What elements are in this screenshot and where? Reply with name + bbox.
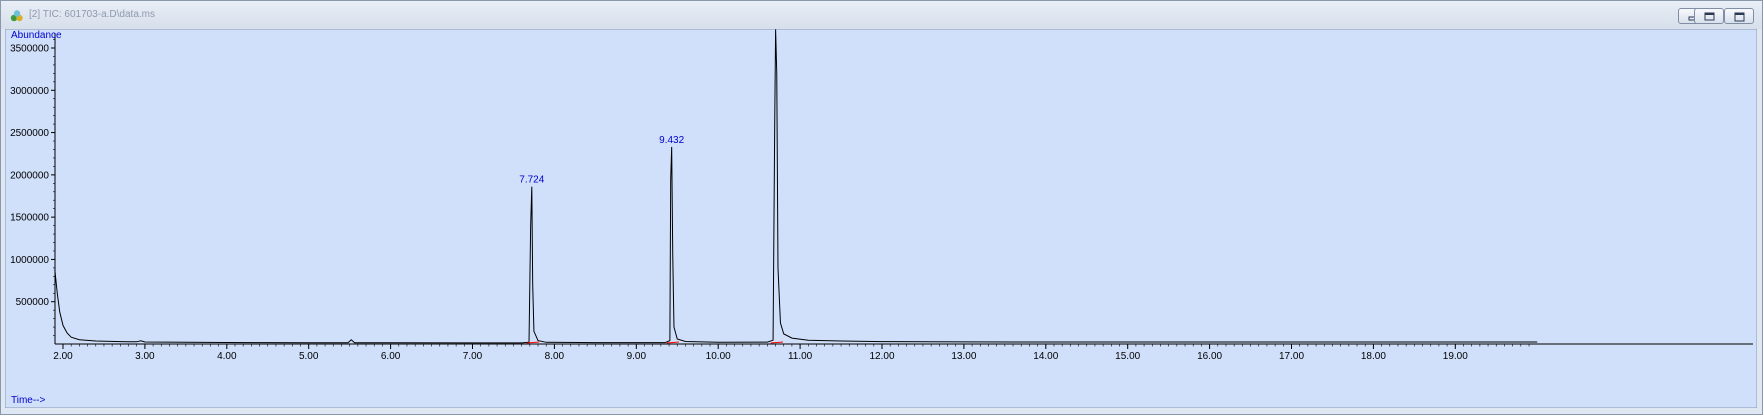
x-tick-label: 4.00	[217, 351, 237, 362]
y-axis-label: Abundance	[11, 30, 62, 41]
peak-label: 9.432	[659, 135, 684, 146]
restore-button[interactable]	[1694, 8, 1724, 24]
traces	[54, 29, 1538, 344]
y-tick-label: 2500000	[10, 128, 49, 139]
x-axis-label: Time-->	[11, 395, 46, 406]
x-tick-label: 10.00	[706, 351, 731, 362]
peak-baseline	[770, 341, 784, 344]
x-tick-label: 16.00	[1197, 351, 1222, 362]
x-tick-label: 9.00	[627, 351, 647, 362]
close-icon	[1734, 12, 1745, 22]
y-tick-label: 500000	[16, 297, 50, 308]
x-tick-label: 17.00	[1279, 351, 1304, 362]
y-tick-label: 3000000	[10, 86, 49, 97]
peak-label: 7.724	[519, 175, 544, 186]
peak-baseline	[666, 341, 680, 344]
y-tick-label: 2000000	[10, 170, 49, 181]
x-tick-label: 19.00	[1443, 351, 1468, 362]
axes	[54, 33, 1753, 345]
chromatogram-plot[interactable]: 500000 1000000 1500000 2000000 2500000 300000…	[4, 17, 1758, 409]
chromatogram-chart[interactable]: 500000 1000000 1500000 2000000 2500000 300000…	[4, 17, 1758, 409]
x-tick-label: 14.00	[1033, 351, 1058, 362]
plot-background	[4, 28, 1758, 409]
x-tick-label: 12.00	[869, 351, 894, 362]
x-tick-label: 7.00	[463, 351, 483, 362]
x-tick-label: 2.00	[53, 351, 73, 362]
tic-trace	[54, 29, 1538, 344]
chromatogram-app-icon	[10, 10, 23, 22]
x-tick-label: 3.00	[135, 351, 155, 362]
close-button[interactable]	[1724, 8, 1754, 24]
x-tick-label: 15.00	[1115, 351, 1140, 362]
x-tick-label: 8.00	[545, 351, 565, 362]
tick-marks: 500000 1000000 1500000 2000000 2500000 300000…	[10, 39, 1530, 362]
restore-icon	[1704, 12, 1715, 21]
x-tick-label: 5.00	[299, 351, 319, 362]
peak-baseline	[526, 341, 540, 344]
y-tick-label: 3500000	[10, 44, 49, 55]
y-tick-label: 1000000	[10, 255, 49, 266]
x-tick-label: 18.00	[1361, 351, 1386, 362]
window-title: [2] TIC: 601703-a.D\data.ms	[29, 9, 155, 20]
x-tick-label: 11.00	[788, 351, 813, 362]
x-tick-label: 13.00	[951, 351, 976, 362]
x-tick-label: 6.00	[381, 351, 401, 362]
y-tick-label: 1500000	[10, 213, 49, 224]
title-bar[interactable]: [2] TIC: 601703-a.D\data.ms	[1, 1, 1762, 29]
